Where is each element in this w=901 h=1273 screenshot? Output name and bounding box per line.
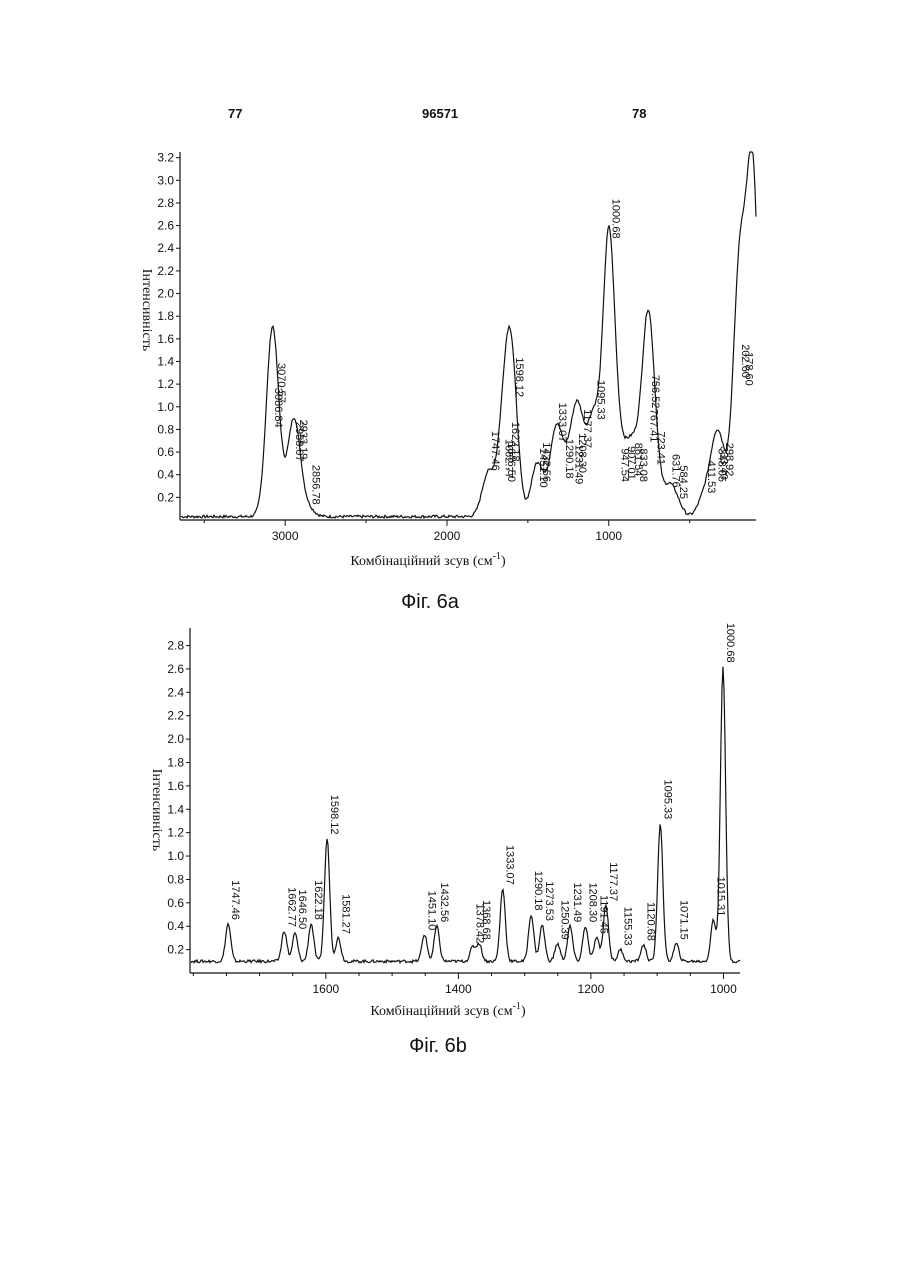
- x-tick-label: 1200: [578, 982, 605, 996]
- y-tick-label: 2.4: [167, 685, 184, 699]
- y-axis-label: Інтенсивність: [149, 769, 164, 851]
- peak-label: 1333.07: [504, 845, 516, 885]
- peak-label: 1598.12: [513, 357, 525, 397]
- y-tick-label: 0.6: [157, 445, 174, 459]
- x-tick-label: 1600: [312, 982, 339, 996]
- y-tick-label: 1.8: [167, 755, 184, 769]
- y-tick-label: 0.6: [167, 896, 184, 910]
- y-tick-label: 2.8: [167, 639, 184, 653]
- x-unit-superscript: -1: [513, 1001, 521, 1012]
- peak-label: 1333.07: [556, 403, 568, 443]
- peak-label: 1155.33: [622, 907, 634, 946]
- y-tick-label: 1.6: [157, 332, 174, 346]
- figure-caption: Фіг. 6b: [409, 1035, 467, 1057]
- figure-caption: Фіг. 6а: [401, 591, 460, 613]
- peak-label: 178.60: [743, 352, 755, 386]
- peak-label: 298.92: [723, 443, 735, 477]
- peak-label: 723.41: [655, 431, 667, 465]
- chart-6b: 0.2 0.4 0.6 0.8 1.0 1.2 1.4 1.6 1.8 2.0 2.2 2.4 2.6 2…: [149, 623, 740, 1057]
- x-tick-label: 3000: [272, 529, 299, 543]
- peak-label: 1290.18: [532, 871, 544, 911]
- y-tick-label: 1.0: [167, 849, 184, 863]
- peak-label: 1662.77: [285, 887, 297, 927]
- y-tick-label: 1.8: [157, 309, 174, 323]
- y-tick-label: 2.0: [157, 287, 174, 301]
- y-axis-label: Інтенсивність: [139, 269, 154, 351]
- y-tick-label: 2.2: [157, 264, 174, 278]
- y-tick-label: 1.4: [157, 354, 174, 368]
- x-axis-label: Комбінаційний зсув (см-1): [350, 551, 506, 569]
- peak-label: 1208.30: [586, 882, 598, 922]
- peak-label: 1071.15: [677, 900, 689, 940]
- y-tick-label: 0.2: [167, 943, 184, 957]
- x-unit-close: ): [501, 554, 506, 569]
- y-tick-label: 2.2: [167, 709, 184, 723]
- y-tick-label: 0.4: [167, 919, 184, 933]
- peak-label: 1250.39: [559, 900, 571, 940]
- y-tick-label: 1.2: [157, 377, 174, 391]
- peak-label: 1432.56: [438, 882, 450, 922]
- peak-label: 1177.37: [581, 409, 593, 448]
- peak-label: 1598.12: [328, 795, 340, 835]
- y-tick-label: 1.0: [157, 400, 174, 414]
- peak-label: 833.08: [637, 448, 649, 482]
- peak-label: 584.25: [677, 465, 689, 499]
- peak-label: 1231.49: [571, 882, 583, 922]
- peak-label: 1581.27: [339, 894, 351, 934]
- peak-label: 1368.68: [480, 900, 492, 940]
- peak-label: 1000.68: [724, 623, 736, 663]
- y-tick-label: 0.4: [157, 468, 174, 482]
- peak-label: 1015.31: [714, 877, 726, 917]
- y-tick-label: 0.8: [167, 872, 184, 886]
- peak-label: 1646.50: [296, 889, 308, 929]
- peak-label: 756.52: [649, 375, 661, 409]
- x-tick-label: 1000: [710, 982, 737, 996]
- x-tick-label: 1400: [445, 982, 472, 996]
- y-tick-label: 2.4: [157, 241, 174, 255]
- x-tick-label: 2000: [434, 529, 461, 543]
- chart-6a: 0.2 0.4 0.6 0.8 1.0 1.2 1.4 1.6 1.8 2.0 2.2 2.4 2.6 2…: [139, 151, 756, 613]
- peak-label: 1747.46: [489, 431, 501, 471]
- peak-label: 2933.19: [297, 420, 309, 460]
- y-tick-label: 2.8: [157, 196, 174, 210]
- y-tick-label: 2.0: [167, 732, 184, 746]
- y-tick-label: 1.2: [167, 826, 184, 840]
- peak-label: 411.53: [705, 461, 717, 494]
- peak-label: 1622.18: [312, 880, 324, 920]
- x-unit-close: ): [521, 1004, 526, 1019]
- peak-label: 1451.10: [426, 891, 438, 931]
- peak-label: 1095.33: [594, 380, 606, 420]
- peak-label: 1622.18: [509, 422, 521, 462]
- spectrum-line: [191, 667, 740, 963]
- peak-label: 1095.33: [661, 780, 673, 820]
- y-tick-label: 2.6: [157, 219, 174, 233]
- y-tick-label: 1.4: [167, 802, 184, 816]
- peak-label: 1273.53: [543, 881, 555, 921]
- peak-label: 2856.78: [309, 465, 321, 505]
- peak-label: 1177.37: [607, 862, 619, 901]
- y-tick-label: 0.8: [157, 422, 174, 436]
- peak-label: 1120.68: [644, 902, 656, 941]
- x-unit-superscript: -1: [493, 551, 501, 562]
- peak-label: 1432.56: [540, 442, 552, 482]
- y-tick-label: 3.2: [157, 151, 174, 165]
- y-tick-label: 2.6: [167, 662, 184, 676]
- y-tick-label: 3.0: [157, 173, 174, 187]
- peak-label: 1747.46: [229, 880, 241, 920]
- x-tick-label: 1000: [595, 529, 622, 543]
- peak-label: 3070.57: [275, 363, 287, 403]
- x-axis-label: Комбінаційний зсув (см-1): [370, 1001, 526, 1019]
- y-tick-label: 0.2: [157, 490, 174, 504]
- peak-label: 1000.68: [610, 199, 622, 239]
- y-tick-label: 1.6: [167, 779, 184, 793]
